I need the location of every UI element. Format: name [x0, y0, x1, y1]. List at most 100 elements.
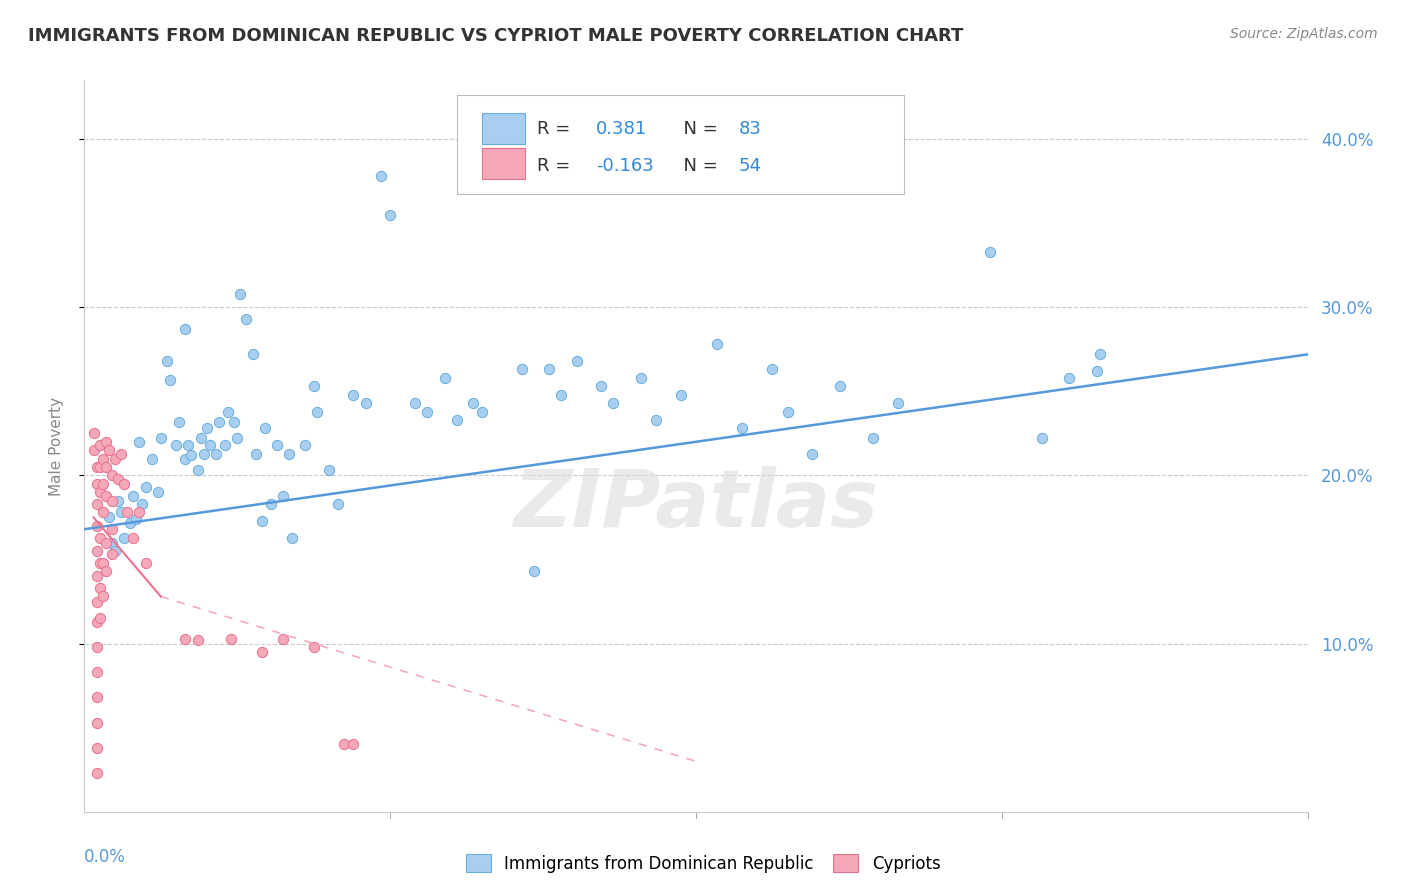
Point: [416, 404, 439, 418]
Point: [461, 396, 484, 410]
Point: [253, 421, 276, 435]
Point: [86, 476, 108, 491]
Point: [266, 438, 288, 452]
Point: [107, 472, 129, 486]
Point: [94, 460, 117, 475]
Point: [208, 415, 231, 429]
Point: [174, 322, 197, 336]
Point: [104, 451, 127, 466]
Point: [214, 438, 236, 452]
Text: N =: N =: [672, 120, 723, 137]
Point: [645, 413, 668, 427]
Point: [89, 485, 111, 500]
Point: [1085, 364, 1108, 378]
Point: [177, 438, 200, 452]
Point: [828, 379, 851, 393]
Text: Source: ZipAtlas.com: Source: ZipAtlas.com: [1230, 27, 1378, 41]
Point: [165, 438, 187, 452]
Point: [91, 590, 114, 604]
Point: [761, 362, 783, 376]
Point: [122, 489, 145, 503]
Point: [86, 544, 108, 558]
Point: [235, 312, 257, 326]
Point: [193, 446, 215, 460]
Point: [89, 556, 111, 570]
Point: [342, 388, 364, 402]
Point: [1031, 432, 1053, 446]
Point: [101, 468, 124, 483]
Point: [86, 690, 108, 705]
Point: [110, 505, 132, 519]
Legend: Immigrants from Dominican Republic, Cypriots: Immigrants from Dominican Republic, Cypr…: [458, 847, 948, 880]
FancyBboxPatch shape: [457, 95, 904, 194]
Point: [250, 514, 273, 528]
Point: [86, 615, 108, 629]
Point: [224, 415, 246, 429]
Point: [380, 208, 402, 222]
Text: -0.163: -0.163: [596, 157, 654, 175]
Point: [135, 556, 157, 570]
FancyBboxPatch shape: [482, 113, 524, 144]
Point: [186, 633, 208, 648]
Point: [195, 421, 218, 435]
Point: [219, 632, 242, 646]
Point: [115, 505, 138, 519]
Point: [510, 362, 533, 376]
Point: [630, 371, 652, 385]
Point: [128, 434, 150, 449]
Point: [434, 371, 457, 385]
Point: [91, 505, 114, 519]
Point: [229, 286, 252, 301]
Text: 83: 83: [738, 120, 762, 137]
Point: [271, 632, 294, 646]
Point: [86, 569, 108, 583]
Point: [669, 388, 692, 402]
Point: [112, 531, 135, 545]
Point: [141, 451, 163, 466]
Point: [776, 404, 799, 418]
Point: [104, 544, 127, 558]
Point: [86, 640, 108, 654]
Point: [89, 611, 111, 625]
Text: ZIPatlas: ZIPatlas: [513, 466, 879, 543]
Point: [120, 516, 142, 530]
Point: [602, 396, 624, 410]
Point: [565, 354, 588, 368]
Point: [89, 531, 111, 545]
Point: [94, 535, 117, 549]
Point: [550, 388, 572, 402]
Text: 54: 54: [738, 157, 762, 175]
Point: [446, 413, 468, 427]
Point: [159, 373, 181, 387]
Point: [89, 460, 111, 475]
Point: [128, 505, 150, 519]
Point: [86, 460, 108, 475]
Point: [112, 476, 135, 491]
Point: [190, 432, 212, 446]
Point: [122, 531, 145, 545]
Point: [174, 451, 197, 466]
Point: [94, 489, 117, 503]
Point: [318, 463, 340, 477]
Point: [333, 738, 356, 752]
Point: [186, 463, 208, 477]
Point: [110, 446, 132, 460]
Point: [305, 404, 328, 418]
Point: [94, 564, 117, 578]
Text: R =: R =: [537, 157, 576, 175]
Point: [91, 451, 114, 466]
Point: [862, 432, 884, 446]
Point: [217, 404, 239, 418]
Point: [328, 497, 350, 511]
Point: [131, 497, 153, 511]
Point: [101, 493, 124, 508]
Point: [94, 434, 117, 449]
Point: [205, 446, 228, 460]
Point: [146, 485, 169, 500]
Point: [245, 446, 267, 460]
Point: [278, 446, 301, 460]
Point: [83, 426, 105, 441]
Point: [107, 493, 129, 508]
Point: [101, 535, 124, 549]
Point: [250, 645, 273, 659]
